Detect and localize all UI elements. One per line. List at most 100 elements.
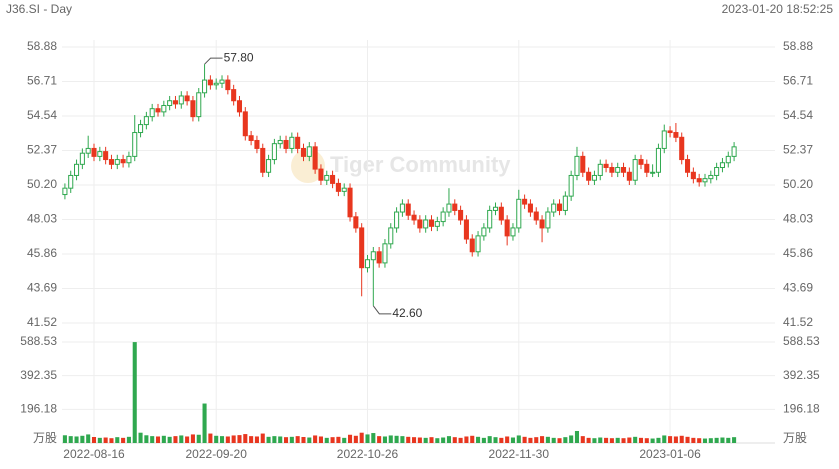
volume-bar [225, 436, 230, 443]
volume-bar [91, 436, 97, 443]
candle-body [428, 219, 435, 227]
x-tick-label: 2022-09-20 [186, 447, 248, 461]
volume-bar [569, 435, 574, 443]
volume-bar [307, 437, 312, 443]
candle-body [91, 147, 97, 157]
candle-body [516, 198, 522, 229]
candle-body [242, 111, 248, 137]
candle-body [347, 187, 353, 218]
volume-bar [580, 436, 585, 443]
candle-body [644, 163, 650, 173]
volume-bar [353, 435, 358, 443]
candle-body [184, 95, 190, 102]
y-tick-label-left: 54.54 [27, 108, 57, 122]
candle-body [574, 155, 580, 176]
volume-bar [167, 436, 172, 443]
candle-body [458, 209, 464, 221]
y-tick-label-right: 52.37 [783, 143, 813, 157]
candle-body [452, 203, 458, 211]
volume-bar [109, 438, 114, 443]
candle-body [545, 211, 551, 229]
volume-bar [435, 438, 440, 443]
y-tick-label-right: 588.53 [783, 334, 820, 348]
candle-body [295, 136, 301, 149]
volume-bar [476, 436, 481, 443]
volume-bar [313, 435, 318, 443]
volume-bar [103, 437, 108, 443]
max-leader [204, 57, 223, 65]
candle-body [539, 219, 545, 229]
candle-body [655, 147, 661, 173]
candle-body [266, 159, 272, 173]
candle-body [161, 105, 167, 113]
candle-body [289, 136, 295, 149]
candle-body [440, 211, 446, 223]
y-tick-label-left: 52.37 [27, 143, 57, 157]
candle-body [725, 155, 731, 164]
candle-body [626, 171, 632, 181]
candle-body [673, 132, 679, 138]
volume-bar [394, 435, 399, 443]
candle-body [568, 174, 574, 197]
volume-bar [173, 436, 178, 443]
volume-bar [557, 438, 562, 443]
candle-body [231, 89, 237, 102]
volume-bar [208, 433, 213, 443]
volume-bar [464, 436, 469, 443]
candle-body [638, 159, 644, 165]
volume-bar [214, 435, 219, 443]
candle-body [463, 219, 469, 240]
volume-bar [551, 437, 556, 443]
timestamp: 2023-01-20 18:52:25 [722, 2, 834, 16]
volume-bar [62, 435, 67, 443]
volume-bar [650, 438, 655, 443]
candle-body [207, 79, 213, 86]
volume-bar [598, 437, 603, 443]
candle-body [417, 219, 423, 229]
candle-body [376, 251, 382, 264]
volume-bar [633, 436, 638, 443]
y-tick-label-right: 43.69 [783, 281, 813, 295]
candle-body [434, 221, 440, 227]
volume-bar [318, 436, 323, 443]
y-tick-label-right: 392.35 [783, 368, 820, 382]
volume-bar [388, 435, 393, 443]
volume-bar [97, 437, 102, 443]
candle-body [97, 151, 103, 157]
candle-body [330, 174, 336, 184]
volume-bar [266, 436, 271, 443]
watermark: Tiger Community [330, 152, 511, 177]
volume-bar [621, 438, 626, 443]
candle-body [306, 146, 312, 157]
candle-body [719, 162, 725, 169]
volume-bar [272, 436, 277, 443]
volume-bar [237, 435, 242, 443]
y-tick-label-left: 45.86 [27, 246, 57, 260]
candle-body [446, 203, 452, 213]
volume-bar [219, 436, 225, 443]
min-leader [372, 305, 392, 315]
y-tick-label-right: 196.18 [783, 402, 820, 416]
volume-bar [132, 342, 137, 443]
volume-bar [417, 437, 422, 443]
volume-bar [400, 436, 405, 443]
x-tick-label: 2022-10-26 [337, 447, 399, 461]
y-tick-label-left: 48.03 [27, 212, 57, 226]
candle-body [260, 147, 266, 173]
candle-body [475, 235, 481, 253]
candle-body [79, 152, 85, 165]
volume-bar [260, 433, 265, 443]
candle-body [190, 100, 196, 118]
volume-bar [714, 437, 719, 443]
candle-body [143, 116, 149, 126]
y-tick-label-left: 43.69 [27, 281, 57, 295]
max-label: 57.80 [224, 50, 254, 64]
candle-body [661, 130, 667, 149]
candle-body [149, 108, 155, 118]
volume-bar [161, 435, 166, 443]
volume-bar [516, 435, 521, 443]
candle-body [394, 211, 400, 229]
candle-body [353, 216, 359, 229]
x-tick-label: 2023-01-06 [639, 447, 701, 461]
